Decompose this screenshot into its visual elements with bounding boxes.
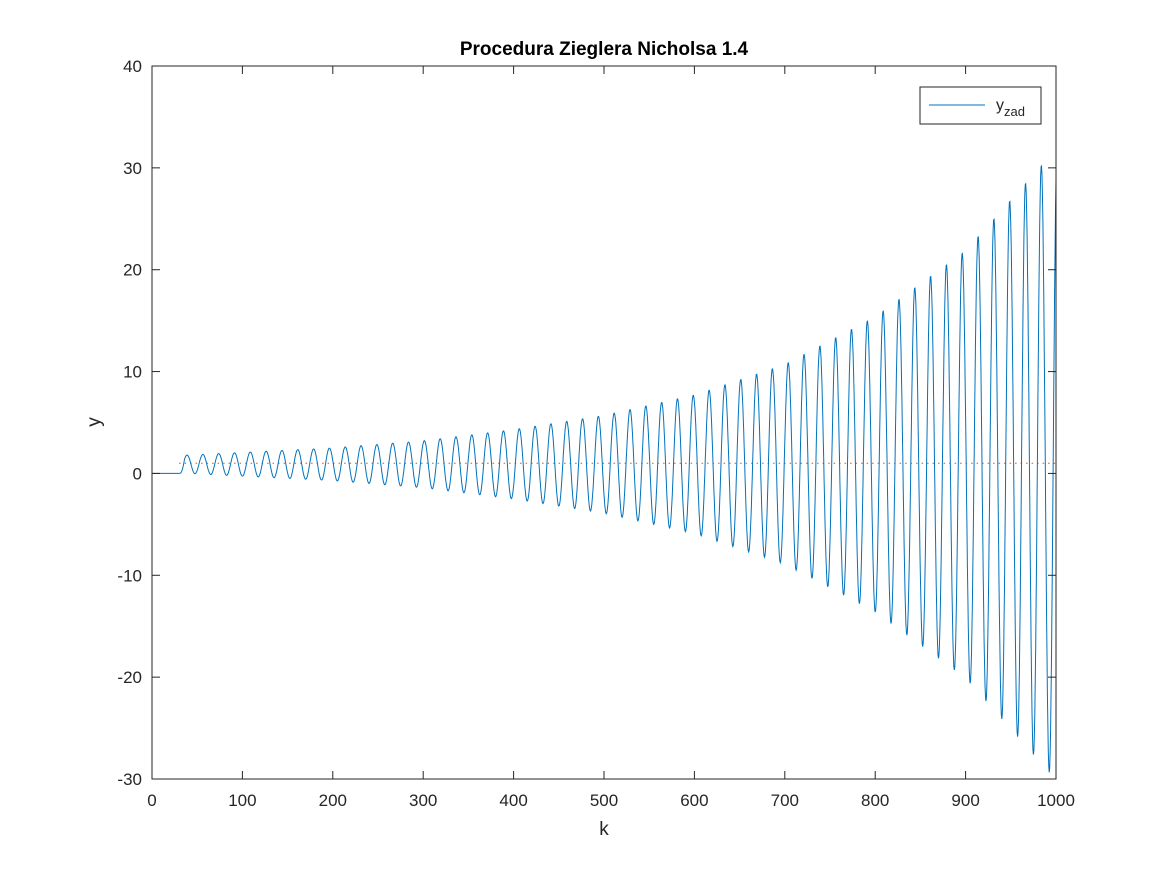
x-tick-label: 300 — [409, 791, 437, 810]
y-axis-label: y — [84, 417, 105, 427]
x-axis-ticks: 0 100 200 300 400 500 600 700 800 900 1000 — [147, 66, 1075, 810]
x-tick-label: 800 — [861, 791, 889, 810]
y-tick-label: 40 — [123, 57, 142, 76]
series-layer — [152, 164, 1057, 773]
legend-entry-label: yzad — [996, 97, 1025, 119]
plot-area — [151, 65, 1057, 780]
x-tick-label: 200 — [319, 791, 347, 810]
x-tick-label: 0 — [147, 791, 156, 810]
y-tick-label: 10 — [123, 363, 142, 382]
legend-entry-subscript: zad — [1004, 104, 1025, 119]
x-tick-label: 700 — [771, 791, 799, 810]
y-tick-label: -10 — [117, 566, 142, 585]
x-axis-label: k — [599, 819, 609, 840]
x-tick-label: 600 — [680, 791, 708, 810]
x-tick-label: 900 — [951, 791, 979, 810]
chart-title: Procedura Zieglera Nicholsa 1.4 — [460, 39, 749, 60]
y-tick-label: -20 — [117, 668, 142, 687]
y-axis-ticks: -30 -20 -10 0 10 20 30 40 — [117, 57, 1056, 789]
legend-entry-main: y — [996, 97, 1004, 114]
y-tick-label: 0 — [133, 464, 142, 483]
axes-background — [152, 66, 1056, 779]
y-tick-label: 20 — [123, 261, 142, 280]
x-tick-label: 100 — [228, 791, 256, 810]
x-tick-label: 400 — [499, 791, 527, 810]
x-tick-label: 500 — [590, 791, 618, 810]
legend: yzad — [919, 86, 1042, 125]
series-y-line — [152, 164, 1057, 773]
x-tick-label: 1000 — [1037, 791, 1075, 810]
y-tick-label: 30 — [123, 159, 142, 178]
y-tick-label: -30 — [117, 770, 142, 789]
